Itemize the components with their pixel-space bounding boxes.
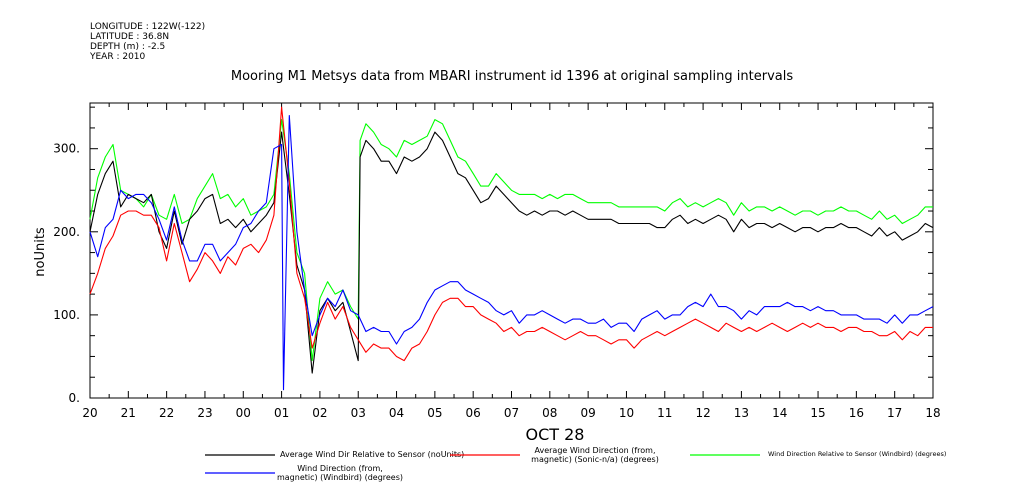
y-tick-label: 300. [53,142,80,156]
x-tick-label: 20 [82,406,97,420]
x-tick-label: 09 [580,406,595,420]
y-axis-label: noUnits [33,227,48,277]
chart-title: Mooring M1 Metsys data from MBARI instru… [231,69,793,84]
year-label: YEAR : 2010 [90,52,146,62]
x-tick-label: 11 [657,406,672,420]
x-tick-label: 01 [274,406,289,420]
series-lines [89,106,934,391]
legend-label: Wind Direction Relative to Sensor (Windb… [768,450,946,458]
x-tick-label: 12 [695,406,710,420]
series-line [89,106,933,362]
legend-label: Average Wind Direction (from, [534,446,655,455]
y-tick-label: 200. [53,225,80,239]
station-metadata: LONGITUDE : 122W(-122) LATITUDE : 36.8N … [90,22,205,62]
y-tick-label: 100. [53,308,80,322]
x-tick-label: 22 [159,406,174,420]
x-tick-label: 18 [925,406,940,420]
x-tick-label: 21 [121,406,136,420]
x-tick-label: 13 [734,406,749,420]
depth-label: DEPTH (m) : -2.5 [90,42,166,52]
plot-frame [89,102,934,399]
series-line [89,114,934,391]
x-tick-label: 03 [351,406,366,420]
longitude-label: LONGITUDE : 122W(-122) [90,22,206,32]
x-tick-label: 23 [197,406,212,420]
legend-label: Average Wind Dir Relative to Sensor (noU… [280,450,464,459]
x-tick-label: 10 [619,406,634,420]
x-axis-label: OCT 28 [526,425,585,444]
x-tick-label: 07 [504,406,519,420]
x-tick-label: 08 [542,406,557,420]
x-tick-label: 02 [312,406,327,420]
x-tick-label: 15 [810,406,825,420]
x-tick-label: 16 [849,406,864,420]
x-tick-label: 05 [427,406,442,420]
legend-label: magnetic) (Windbird) (degrees) [277,473,403,482]
x-tick-label: 04 [389,406,404,420]
legend: Average Wind Dir Relative to Sensor (noU… [205,446,946,482]
axis-ticks: 20 21 22 23 00 01 02 03 04 05 06 07 08 09 10 11 12 13 14 15… [53,103,941,420]
series-line [89,131,934,374]
y-tick-label: 0. [69,391,80,405]
legend-label: magnetic) (Sonic-n/a) (degrees) [531,455,659,464]
x-tick-label: 00 [236,406,251,420]
x-tick-label: 14 [772,406,787,420]
legend-label: Wind Direction (from, [297,464,383,473]
latitude-label: LATITUDE : 36.8N [90,32,170,42]
x-tick-label: 17 [887,406,902,420]
series-line [89,119,933,362]
x-tick-label: 06 [466,406,481,420]
